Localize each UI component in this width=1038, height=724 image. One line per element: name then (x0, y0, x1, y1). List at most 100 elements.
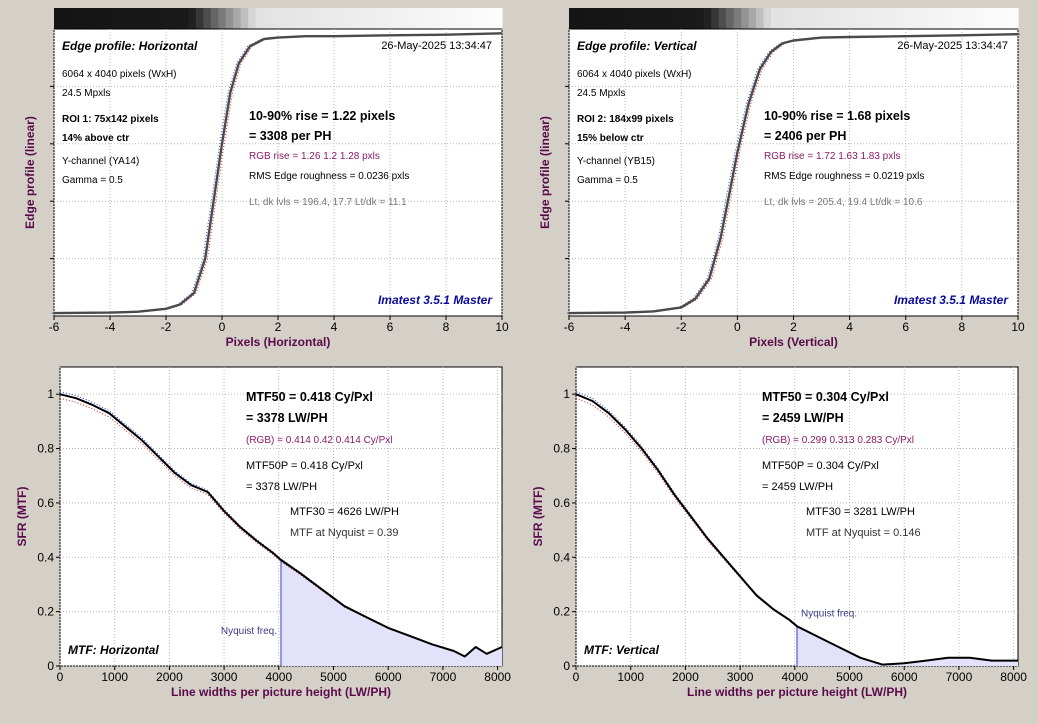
gradient-cell (658, 8, 667, 29)
mtf-nyquist-stat: MTF at Nyquist = 0.39 (290, 527, 399, 539)
gradient-cell (390, 8, 399, 29)
gradient-cell (472, 8, 481, 29)
gradient-cell (337, 8, 346, 29)
y-axis-label: SFR (MTF) (15, 487, 29, 547)
roi-info: ROI 2: 184x99 pixels (577, 114, 674, 125)
gradient-cell (1003, 8, 1012, 29)
mtf30-stat: MTF30 = 4626 LW/PH (290, 506, 399, 518)
y-tick-label: 0.4 (553, 550, 570, 564)
gradient-cell (151, 8, 160, 29)
gradient-cell (210, 8, 219, 29)
mtf50p-lwph-stat: = 3378 LW/PH (246, 481, 317, 493)
y-tick-label: 0.6 (553, 496, 570, 510)
x-axis-label: Pixels (Horizontal) (226, 335, 331, 349)
gradient-cell (263, 8, 272, 29)
gradient-cell (307, 8, 316, 29)
x-tick-label: -2 (161, 320, 172, 334)
gradient-cell (673, 8, 682, 29)
gradient-cell (651, 8, 660, 29)
rgb-rise-stat: RGB rise = 1.26 1.2 1.28 pxls (249, 151, 380, 162)
nyquist-label: Nyquist freq. (801, 608, 857, 619)
x-axis-label: Line widths per picture height (LW/PH) (171, 685, 391, 699)
gradient-cell (696, 8, 705, 29)
y-tick-label: 0.6 (37, 496, 54, 510)
gradient-cell (726, 8, 735, 29)
gradient-cell (771, 8, 780, 29)
gradient-cell (367, 8, 376, 29)
nyquist-label: Nyquist freq. (221, 626, 277, 637)
gradient-cell (995, 8, 1004, 29)
image-dimensions: 6064 x 4040 pixels (WxH) (62, 69, 177, 80)
plot-area (568, 28, 1019, 317)
panel-title: MTF: Vertical (584, 643, 660, 657)
x-tick-label: 4000 (781, 670, 808, 684)
gradient-cell (278, 8, 287, 29)
per-ph-stat: = 3308 per PH (249, 129, 331, 143)
gradient-cell (718, 8, 727, 29)
megapixels: 24.5 Mpxls (577, 88, 625, 99)
gradient-cell (778, 8, 787, 29)
y-tick-label: 1 (563, 387, 570, 401)
x-tick-label: 6 (902, 320, 909, 334)
gradient-cell (121, 8, 130, 29)
y-tick-label: 0 (47, 659, 54, 673)
gradient-cell (883, 8, 892, 29)
gradient-cell (958, 8, 967, 29)
gradient-cell (494, 8, 503, 29)
gradient-cell (225, 8, 234, 29)
gradient-cell (688, 8, 697, 29)
mtf30-stat: MTF30 = 3281 LW/PH (806, 506, 915, 518)
rms-roughness-stat: RMS Edge roughness = 0.0236 pxls (249, 171, 409, 182)
imatest-brand: Imatest 3.5.1 Master (378, 293, 493, 307)
nyquist-region (797, 626, 1018, 666)
gradient-cell (487, 8, 496, 29)
x-tick-label: 7000 (946, 670, 973, 684)
mtf50p-lwph-stat: = 2459 LW/PH (762, 481, 833, 493)
levels-stat: Lt, dk lvls = 205.4, 19.4 Lt/dk = 10.6 (764, 197, 923, 208)
mtf-nyquist-stat: MTF at Nyquist = 0.146 (806, 527, 921, 539)
x-tick-label: 0 (219, 320, 226, 334)
gradient-cell (76, 8, 85, 29)
gradient-cell (613, 8, 622, 29)
gradient-cell (786, 8, 795, 29)
gradient-cell (636, 8, 645, 29)
gamma-info: Gamma = 0.5 (577, 175, 638, 186)
x-tick-label: 10 (1011, 320, 1025, 334)
x-tick-label: 8000 (484, 670, 511, 684)
gradient-cell (233, 8, 242, 29)
gradient-cell (54, 8, 63, 29)
x-tick-label: 8 (959, 320, 966, 334)
per-ph-stat: = 2406 per PH (764, 129, 846, 143)
gradient-cell (322, 8, 331, 29)
gradient-cell (98, 8, 107, 29)
gradient-cell (711, 8, 720, 29)
timestamp: 26-May-2025 13:34:47 (381, 40, 492, 52)
mtf50-lwph-stat: = 3378 LW/PH (246, 411, 328, 425)
gradient-cell (106, 8, 115, 29)
gradient-cell (928, 8, 937, 29)
panel-title: Edge profile: Horizontal (62, 39, 198, 53)
y-tick-label: 1 (47, 387, 54, 401)
rise-stat: 10-90% rise = 1.68 pixels (764, 109, 910, 123)
gradient-cell (68, 8, 77, 29)
plot-area (575, 366, 1019, 667)
x-tick-label: 1000 (617, 670, 644, 684)
x-tick-label: 6000 (891, 670, 918, 684)
gradient-cell (412, 8, 421, 29)
edge-profile-curve (53, 32, 503, 315)
gradient-cell (434, 8, 443, 29)
nyquist-region (281, 560, 502, 666)
gradient-cell (143, 8, 152, 29)
panel-title: MTF: Horizontal (68, 643, 159, 657)
gradient-cell (853, 8, 862, 29)
edge-v-panel: -6 -4 -2 0 2 4 6 8 10 Pixels (Vertical) Edge profi… (538, 8, 1025, 349)
gradient-cell (442, 8, 451, 29)
roi-info: ROI 1: 75x142 pixels (62, 114, 159, 125)
gradient-cell (330, 8, 339, 29)
mtf-curve (575, 393, 1018, 666)
y-axis-label: Edge profile (linear) (538, 116, 552, 229)
gradient-cell (1010, 8, 1019, 29)
gradient-cell (591, 8, 600, 29)
gradient-cell (315, 8, 324, 29)
